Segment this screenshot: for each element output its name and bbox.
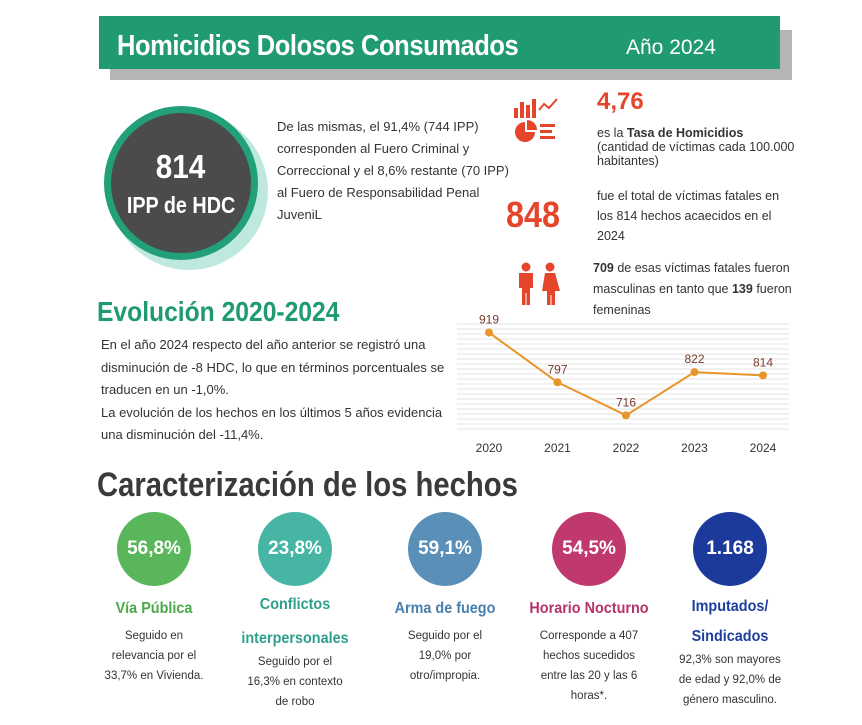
evolution-title: Evolución 2020-2024: [97, 296, 340, 327]
victims-description: fue el total de víctimas fatales en los …: [597, 189, 780, 243]
characterization-title: Caracterización de los hechos: [97, 466, 518, 504]
data-point: [553, 378, 562, 387]
ipp-number: 814: [156, 147, 206, 185]
data-point: [622, 411, 630, 420]
gender-text-2: fueron femeninas: [593, 282, 792, 317]
data-label: 919: [479, 313, 499, 327]
data-point: [759, 371, 767, 380]
evolution-line-chart: 919 797 716 822 814 2020 2021 2022 2023 2024: [457, 313, 789, 455]
homicide-rate-value: 4,76: [597, 88, 644, 115]
data-point: [690, 368, 699, 377]
stat-description: Seguido por el 16,3% en contexto de robo: [247, 656, 343, 708]
evolution-text-1: En el año 2024 respecto del año anterior…: [101, 337, 445, 397]
header-banner: [99, 16, 780, 69]
stat-via-publica: 56,8% Vía Pública Seguido en relevancia …: [79, 512, 229, 686]
rate-desc-prefix: es la: [597, 126, 627, 140]
stat-description: 92,3% son mayores de edad y 92,0% de gén…: [678, 654, 782, 706]
stat-imputados: 1.168 Imputados/ Sindicados 92,3% son ma…: [655, 512, 805, 710]
x-tick-label: 2024: [750, 441, 777, 455]
data-label: 716: [616, 395, 636, 409]
stat-description: Seguido en relevancia por el 33,7% en Vi…: [104, 630, 204, 682]
stat-circle: 23,8%: [258, 512, 332, 586]
data-label: 797: [547, 362, 567, 376]
stat-circle: 1.168: [693, 512, 767, 586]
x-tick-label: 2020: [476, 441, 503, 455]
stat-label: Horario Nocturno: [529, 600, 649, 617]
gender-text-1: de esas víctimas fatales fueron masculin…: [593, 261, 790, 296]
stat-description: Seguido por el 19,0% por otro/impropia.: [407, 630, 483, 682]
stat-description: Corresponde a 407 hechos sucedidos entre…: [539, 630, 639, 702]
stat-circle: 56,8%: [117, 512, 191, 586]
chart-icon: [514, 98, 558, 142]
stat-horario-nocturno: 54,5% Horario Nocturno Corresponde a 407…: [514, 512, 664, 706]
stat-label: Conflictos interpersonales: [241, 596, 349, 647]
page-title: Homicidios Dolosos Consumados: [117, 30, 519, 62]
x-tick-label: 2022: [613, 441, 640, 455]
victims-total: 848: [506, 194, 561, 235]
gender-description: 709 de esas víctimas fatales fueron masc…: [593, 258, 793, 321]
homicide-rate-description: es la Tasa de Homicidios (cantidad de ví…: [597, 126, 797, 168]
data-label: 822: [684, 352, 704, 366]
x-tick-label: 2021: [544, 441, 571, 455]
stat-circle: 59,1%: [408, 512, 482, 586]
rate-desc-bold: Tasa de Homicidios: [626, 126, 744, 140]
stat-conflictos: 23,8% Conflictos interpersonales Seguido…: [220, 512, 370, 712]
stat-circle: 54,5%: [552, 512, 626, 586]
female-count: 139: [731, 282, 753, 296]
ipp-label: IPP de HDC: [126, 191, 236, 218]
stat-label: Imputados/ Sindicados: [691, 598, 769, 645]
data-label: 814: [753, 355, 773, 369]
stat-label: Arma de fuego: [394, 600, 496, 617]
stat-arma-fuego: 59,1% Arma de fuego Seguido por el 19,0%…: [370, 512, 520, 686]
ipp-paragraph: De las mismas, el 91,4% (744 IPP) corres…: [277, 119, 509, 222]
male-female-icon: [519, 262, 560, 305]
evolution-text-2: La evolución de los hechos en los último…: [101, 404, 443, 443]
x-tick-label: 2023: [681, 441, 708, 455]
stat-label: Vía Pública: [115, 600, 193, 617]
ipp-circle: 814 IPP de HDC: [104, 106, 258, 260]
male-count: 709: [593, 261, 614, 275]
data-point: [485, 328, 493, 337]
rate-desc-suffix: (cantidad de víctimas cada 100.000 habit…: [597, 140, 795, 168]
year-label: Año 2024: [626, 36, 716, 59]
evolution-text: En el año 2024 respecto del año anterior…: [101, 334, 451, 447]
